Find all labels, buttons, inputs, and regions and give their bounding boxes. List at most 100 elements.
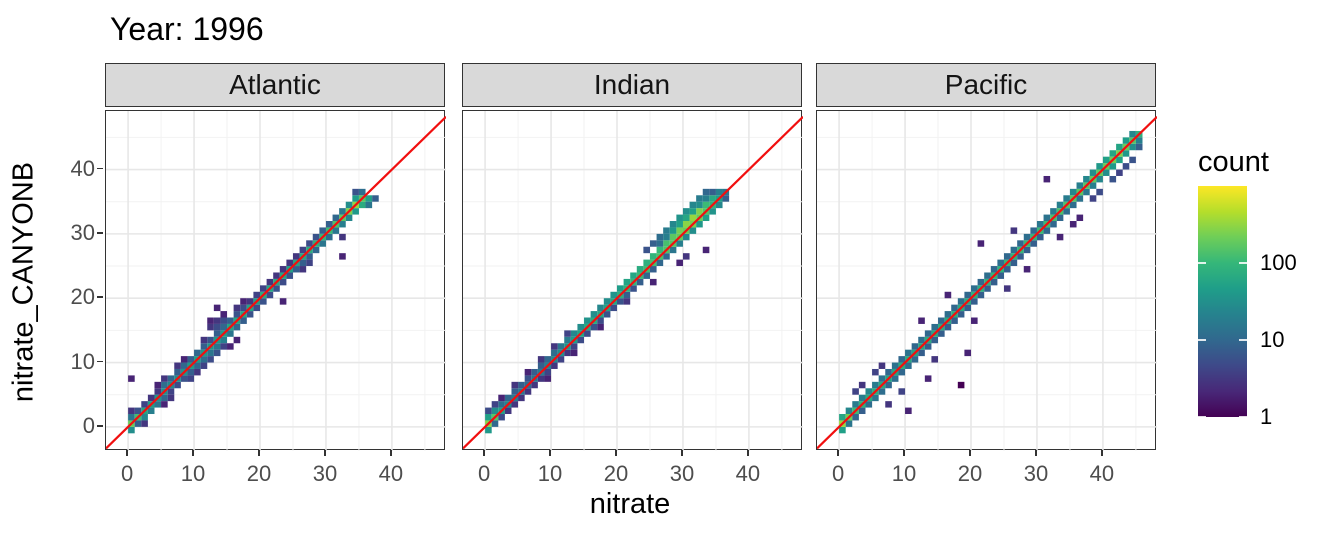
bin-cell [636,266,644,273]
bin-cell [931,336,939,344]
legend-tick-mark [1239,339,1247,341]
bin-cell [689,201,697,209]
bin-cell [220,317,228,324]
bin-cell [617,298,624,305]
bin-cell [898,388,906,395]
x-tick-label: 10 [180,461,206,486]
bin-cell [511,381,519,389]
bin-cell [649,253,657,260]
y-tick-label: 30 [70,219,95,245]
bin-cell [524,388,532,395]
bin-cell [858,394,866,402]
bin-cell [1109,175,1117,183]
bin-cell [1063,195,1070,202]
bin-cell [990,278,998,286]
bin-cell [636,278,644,286]
bin-cell [872,368,879,376]
bin-cell [676,227,683,234]
bin-cell [240,298,247,305]
bin-cell [709,195,716,202]
bin-cell [200,343,208,350]
x-tick-label: 40 [378,461,404,486]
bin-cell [1023,246,1031,254]
bin-cell [1069,188,1077,196]
bin-cell [1083,188,1090,196]
bin-cell [161,381,168,389]
bin-cell [839,426,846,434]
bin-cell [1096,175,1103,183]
bin-cell [220,336,228,344]
bin-cell [1076,195,1084,202]
bin-cell [531,381,538,389]
bin-cell [1050,221,1057,228]
bin-cell [682,214,690,222]
bin-cell [1030,240,1037,247]
bin-cell [603,311,611,318]
bin-cell [839,414,846,421]
bin-cell [167,394,175,402]
bin-cell [365,195,373,202]
bin-cell [1023,266,1031,273]
bin-cell [1003,285,1011,292]
bin-cell [1129,143,1136,151]
bin-cell [194,362,201,369]
bin-cell [924,330,932,337]
facet-strip-indian: Indian [462,63,802,107]
bin-cell [676,259,683,267]
bin-cell [154,401,162,408]
bin-cell [709,188,716,196]
identity-line [463,116,803,450]
bin-cell [1017,240,1024,247]
bin-cell [997,259,1004,267]
bin-cell [537,356,545,363]
bin-cell [590,311,598,318]
bin-cell [187,356,195,363]
bin-cell [358,188,366,196]
x-tick-label: 10 [537,461,563,486]
x-tick-mark [837,450,839,456]
bin-cell [128,407,135,415]
bin-cell [1135,143,1143,151]
bin-cell [187,368,195,376]
bin-cell [531,368,538,376]
bin-cell [577,336,585,344]
bin-cell [524,368,532,376]
bin-cell [299,246,307,254]
bin-cell [852,388,859,395]
bin-cell [174,362,181,369]
legend-tick-mark [1198,339,1206,341]
bin-cell [1122,163,1130,170]
bin-cell [279,278,287,286]
bin-cell [319,227,326,234]
bin-cell [299,266,307,273]
bin-cell [1116,169,1123,176]
x-tick-label: 0 [477,461,491,486]
bin-cell [669,221,677,228]
x-tick-label: 40 [1089,461,1115,486]
bin-cell [266,291,274,299]
bin-cell [279,298,287,305]
bin-cell [669,246,677,254]
bin-cell [891,362,899,369]
legend-tick-label: 10 [1260,327,1285,352]
bin-cell [292,266,300,273]
bin-cell [200,336,208,344]
bin-cell [161,401,168,408]
bin-cell [233,336,241,344]
bin-cell [1043,175,1051,183]
bin-cell [273,272,280,279]
bin-cell [207,349,214,357]
bin-cell [213,349,221,357]
bin-cell [167,388,175,395]
bin-cell [1043,227,1051,234]
bin-cell [128,414,135,421]
bin-cell [1017,253,1024,260]
bin-cell [372,195,379,202]
x-tick-label: 20 [246,461,272,486]
bin-cell [544,368,552,376]
bin-cell [485,426,492,434]
bin-cell [352,195,359,202]
bin-cell [878,375,886,382]
bin-cell [682,253,690,260]
bin-cell [649,240,657,247]
